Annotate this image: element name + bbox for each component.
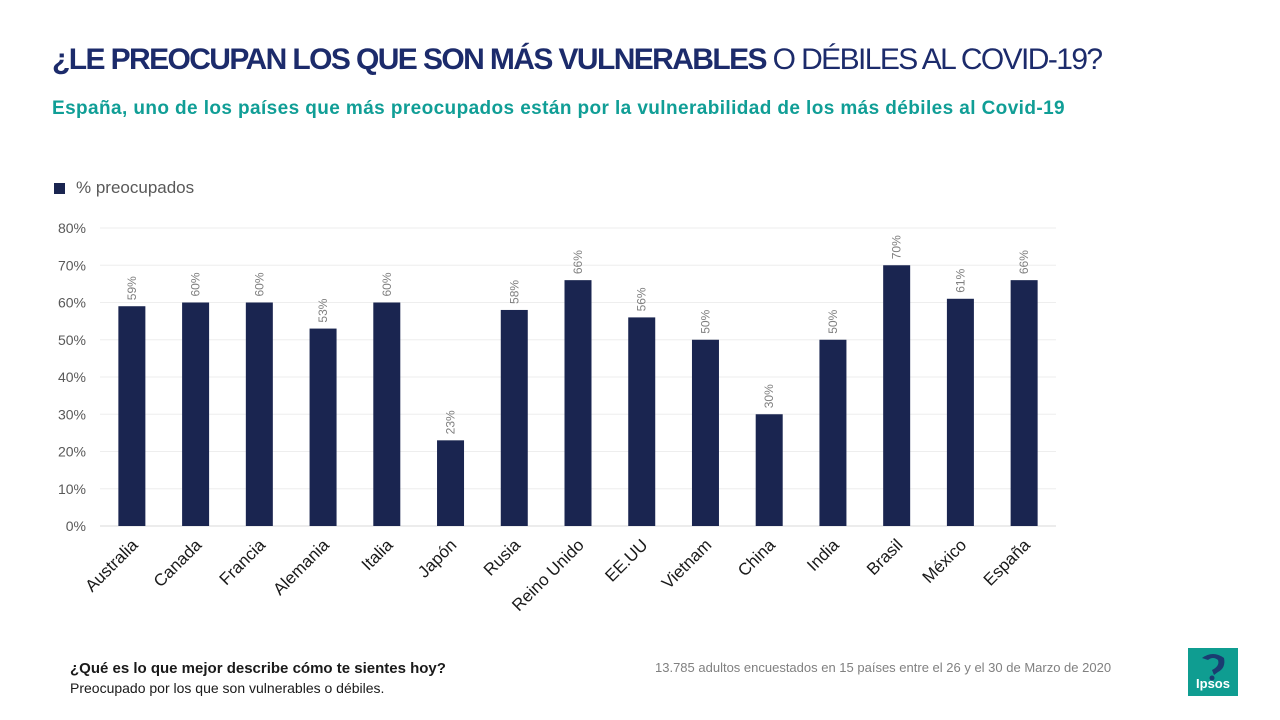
x-tick-label: Alemania	[269, 535, 333, 599]
data-label: 60%	[252, 272, 266, 296]
bar	[1010, 280, 1038, 526]
bar	[755, 414, 783, 526]
page-title: ¿LE PREOCUPAN LOS QUE SON MÁS VULNERABLE…	[52, 38, 1103, 82]
data-label: 66%	[1017, 250, 1031, 274]
y-tick-label: 0%	[66, 518, 86, 534]
bar	[182, 302, 210, 526]
data-label: 61%	[953, 268, 967, 292]
x-tick-label: Italia	[358, 535, 397, 574]
bar	[118, 306, 146, 526]
x-tick-label: China	[734, 535, 779, 580]
bar	[245, 302, 273, 526]
subtitle: España, uno de los países que más preocu…	[52, 98, 1066, 119]
x-tick-label: Rusia	[480, 535, 525, 580]
data-label: 58%	[507, 280, 521, 304]
bar	[309, 328, 337, 526]
bar	[883, 265, 911, 526]
y-tick-label: 30%	[58, 406, 86, 422]
x-tick-label: Canada	[150, 535, 206, 591]
data-label: 56%	[635, 287, 649, 311]
x-tick-label: India	[803, 535, 843, 575]
data-label: 66%	[571, 250, 585, 274]
footer-answer: Preocupado por los que son vulnerables o…	[70, 680, 385, 696]
x-tick-label: España	[980, 535, 1035, 590]
y-tick-label: 70%	[58, 257, 86, 273]
bar	[564, 280, 592, 526]
data-label: 70%	[890, 235, 904, 259]
data-label: 50%	[826, 309, 840, 333]
x-tick-label: Japón	[414, 535, 460, 581]
y-tick-label: 20%	[58, 444, 86, 460]
data-label: 60%	[380, 272, 394, 296]
data-label: 50%	[698, 309, 712, 333]
x-tick-label: EE.UU	[601, 535, 651, 585]
title-light: O DÉBILES AL COVID-19?	[765, 43, 1103, 76]
y-tick-label: 60%	[58, 295, 86, 311]
bar	[628, 317, 656, 526]
data-label: 30%	[762, 384, 776, 408]
footer-question: ¿Qué es lo que mejor describe cómo te si…	[70, 660, 446, 677]
footer-note: 13.785 adultos encuestados en 15 países …	[655, 660, 1112, 675]
x-tick-label: Francia	[216, 535, 270, 589]
legend-label: % preocupados	[76, 178, 195, 197]
title-strong: ¿LE PREOCUPAN LOS QUE SON MÁS VULNERABLE…	[52, 43, 768, 76]
x-tick-label: Australia	[81, 535, 142, 596]
bar	[946, 298, 974, 526]
x-tick-label: México	[919, 535, 971, 587]
y-tick-label: 80%	[58, 220, 86, 236]
x-tick-label: Vietnam	[658, 535, 715, 592]
chart-legend: % preocupados	[54, 178, 194, 198]
bar	[691, 339, 719, 526]
y-tick-label: 40%	[58, 369, 86, 385]
data-label: 23%	[444, 410, 458, 434]
data-label: 59%	[125, 276, 139, 300]
y-tick-label: 10%	[58, 481, 86, 497]
data-label: 53%	[316, 298, 330, 322]
bar	[437, 440, 465, 526]
data-label: 60%	[189, 272, 203, 296]
legend-swatch	[54, 182, 65, 194]
ipsos-logo: Ipsos	[1188, 648, 1238, 696]
bar	[500, 309, 528, 526]
logo-mark-icon	[1202, 654, 1225, 681]
logo-text: Ipsos	[1196, 676, 1230, 691]
bar-chart: 0% 10% 20% 30% 40% 50% 60% 70% 80% 59% Australia 60…	[58, 220, 1056, 615]
x-tick-label: Brasil	[863, 535, 906, 578]
y-tick-label: 50%	[58, 332, 86, 348]
bar	[819, 339, 847, 526]
bar	[373, 302, 401, 526]
